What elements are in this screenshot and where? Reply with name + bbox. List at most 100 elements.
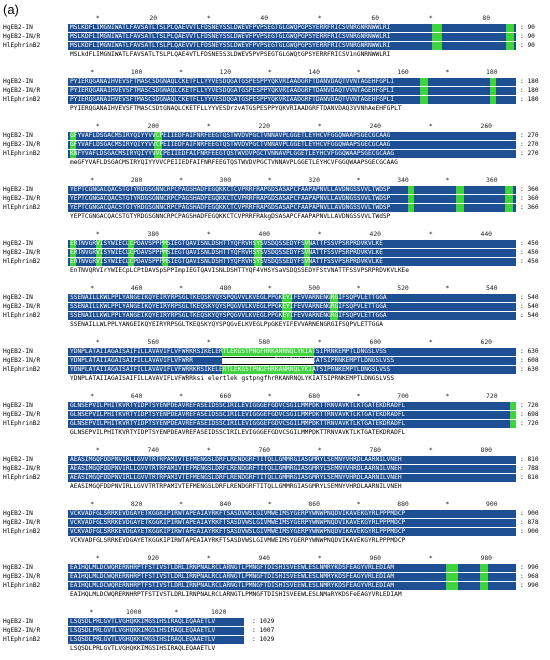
residue-sequence: PYIERQGANAIHVEVSFTMASCSDGNAQLCKETFLLYYVE… [70, 87, 395, 94]
ruler-marker: * [317, 14, 322, 22]
ruler-position: 340 [397, 176, 409, 184]
similarity-highlight [456, 186, 464, 194]
residue-count: : 540 [520, 294, 539, 301]
sequence-row: HgEB2-IN/R AEASIMGQFDDPNVIRLLGVVTRTRPAMIV… [0, 465, 550, 473]
ruler-position: 220 [258, 122, 271, 130]
ruler-position: 680 [308, 392, 320, 400]
ruler-marker: * [267, 68, 272, 76]
ruler-marker: * [356, 500, 361, 508]
residue-count: : 608 [520, 357, 539, 364]
similarity-highlight [254, 258, 262, 266]
ruler-marker: * [445, 284, 450, 292]
residue-sequence: AEASIMGQFDDPNVIRLLGVVTRTRPAMIVTEFMENGSLD… [70, 465, 402, 472]
residue-count: : 630 [520, 348, 539, 355]
ruler-position: 320 [308, 176, 320, 184]
similarity-highlight [420, 87, 428, 95]
ruler-position: 100 [130, 68, 143, 76]
consensus-sequence: MSLkdFLIMGNIWATLFAVSATLTSLPLQAE4VTLFDSNE… [70, 51, 391, 58]
residue-sequence: LSQSDLPRLGVTLVGHQKKIMGSIHSIRAQLEQAAETLV [70, 627, 216, 634]
ruler-position: 920 [147, 554, 160, 562]
sequence-name: HgEB2-IN/R [3, 195, 41, 202]
ruler-marker: * [179, 284, 183, 292]
sequence-row: HgEB2-IN YEPTCGNGACQACSTGTYRDGSGNNCRPCPAG… [0, 186, 550, 194]
ruler-marker: * [428, 14, 433, 22]
sequence-row: HgEB2-IN YDNPLATAIIAGAISAIFILLAVAVIFLVFWR… [0, 348, 550, 356]
ruler-position: 480 [219, 284, 232, 292]
consensus-row: GLNSEPVILPHITKVRTYIDPTSYENPDEAVREFASEIDS… [0, 429, 550, 437]
ruler-position: 120 [219, 68, 232, 76]
consensus-row: VCKVADFGLSRRKEVDGAYETKGGKIPIRWTAPEAIAYRK… [0, 537, 550, 545]
ruler-position: 540 [486, 284, 498, 292]
sequence-row: HgEB2-IN/R YDNPLATAIIAGAISAIFILLAVAVIFLVF… [0, 357, 550, 365]
alignment-block: * 640 * 660 * 680 * 700 * 720 HgEB2-IN GLNSEPVILPHI… [0, 392, 550, 444]
similarity-highlight [446, 564, 458, 572]
sequence-name: HgEB2-IN [3, 618, 33, 625]
identity-shading [68, 195, 516, 203]
consensus-row: YDNPLATAIIAGAISAIFILLAVAVIFLVFWRRksi ele… [0, 375, 550, 383]
residue-count: : 810 [520, 474, 539, 481]
residue-count: : 450 [520, 240, 539, 247]
residue-count: : 630 [520, 366, 539, 373]
similarity-highlight [432, 24, 442, 32]
similarity-highlight [282, 303, 292, 311]
sequence-name: HgEB2-IN [3, 132, 33, 139]
identity-shading [68, 519, 516, 527]
ruler-marker: * [95, 14, 100, 22]
position-ruler: * 380 * 400 * 420 * 440 [0, 230, 550, 239]
similarity-highlight [96, 258, 102, 266]
residue-count: : 788 [520, 465, 539, 472]
sequence-row: HgEB2-IN/R VCKVADFGLSRRKEVDGAYETKGGKIPIRW… [0, 519, 550, 527]
residue-sequence: YEPTCGNGACQACSTGTYRDGSGNNCRPCPAGSHADFEGQ… [70, 195, 391, 202]
sequence-name: HgEB2-IN/R [3, 141, 41, 148]
residue-sequence: MSLKDFLIMGNIWATLFAVSATLTSLPLQAEVVTLFDSNE… [70, 24, 391, 31]
sequence-row: HgEB2-IN EAIHQLMLDCWQRERNHRPTFSTIVSTLDRLI… [0, 564, 550, 572]
similarity-highlight [70, 132, 76, 140]
identity-shading [68, 312, 516, 320]
sequence-name: HlEphrinB2 [3, 204, 41, 211]
sequence-row: HlEphrinB2 VCKVADFGLSRRKEVDGAYETKGGKIPIRW… [0, 528, 550, 536]
position-ruler: * 280 * 300 * 320 * 340 * 360 [0, 176, 550, 185]
residue-sequence: SSENAILLKWLPPLYANGEIKQYEIRYRPSGLTKEQSKYQ… [70, 312, 387, 319]
residue-sequence: YDNPLATAIIAGAISAIFILLAVAVIFLVFWRRKRSIKEL… [70, 366, 391, 373]
alignment-block: * 920 * 940 * 960 * 980 HgEB2-IN EAIHQLMLDCWQRERN… [0, 554, 550, 606]
position-ruler: * 20 * 40 * 60 * 80 [0, 14, 550, 23]
deletion-gap [222, 357, 314, 365]
ruler-marker: * [317, 122, 322, 130]
similarity-highlight [70, 141, 76, 149]
ruler-position: 400 [258, 230, 271, 238]
similarity-highlight [128, 258, 134, 266]
alignment-block: * 20 * 40 * 60 * 80 HgEB2-IN MSLKDFLIMGNIWATLFAVS… [0, 14, 550, 66]
similarity-highlight [282, 294, 292, 302]
sequence-name: HgEB2-IN [3, 78, 33, 85]
consensus-sequence: YEPTCGNGACQACSTGTYRDGSGNNCRPCPAGSHADFEGQ… [70, 213, 391, 220]
residue-count: : 360 [520, 204, 539, 211]
identity-shading [68, 141, 516, 149]
ruler-position: 60 [371, 14, 380, 22]
ruler-position: 240 [369, 122, 382, 130]
similarity-highlight [70, 240, 76, 248]
residue-sequence: ERTNVGRVISYWIECLCPDAVSPPPMSIEGTQAVISNLDS… [70, 258, 383, 265]
sequence-row: HlEphrinB2 KNFYVAFLDSGACMSIRYQIYYVVCPEIIE… [0, 150, 550, 158]
residue-count: : 1007 [252, 627, 275, 634]
sequence-name: HlEphrinB2 [3, 42, 41, 49]
ruler-position: 140 [308, 68, 320, 76]
sequence-row: HgEB2-IN/R PYIERQGANAIHVEVSFTMASCSDGNAQLC… [0, 87, 550, 95]
identity-shading [68, 618, 244, 626]
ruler-marker: * [445, 176, 450, 184]
similarity-highlight [96, 249, 102, 257]
sequence-row: HgEB2-IN PYIERQGANAIHVEVSFTMASCSDGNAQLCKE… [0, 78, 550, 86]
residue-sequence: LSQSDLPRLGVTLVGHQKKIMGSIHSIRAQLEQAAETLV [70, 636, 216, 643]
ruler-position: 360 [486, 176, 498, 184]
residue-count: : 878 [520, 519, 539, 526]
sequence-row: HgEB2-IN SSENAILLKWLPPLYANGEIKQYEIRYRPSGL… [0, 294, 550, 302]
alignment-block: * 460 * 480 * 500 * 520 * 540 HgEB2-IN SSENAILLKWLP… [0, 284, 550, 336]
sequence-row: HgEB2-IN GLNSEPVILPHITKVRTYIDPTSYENPDEAVR… [0, 402, 550, 410]
ruler-position: 560 [147, 338, 160, 346]
alignment-block: * 560 * 580 * 600 * 620 HgEB2-IN YDNPLATAIIAGAISA… [0, 338, 550, 390]
residue-count: : 180 [520, 96, 539, 103]
ruler-position: 160 [397, 68, 409, 76]
identity-shading [68, 42, 516, 50]
identity-shading [68, 249, 516, 257]
similarity-highlight [254, 249, 262, 257]
similarity-highlight [96, 240, 102, 248]
